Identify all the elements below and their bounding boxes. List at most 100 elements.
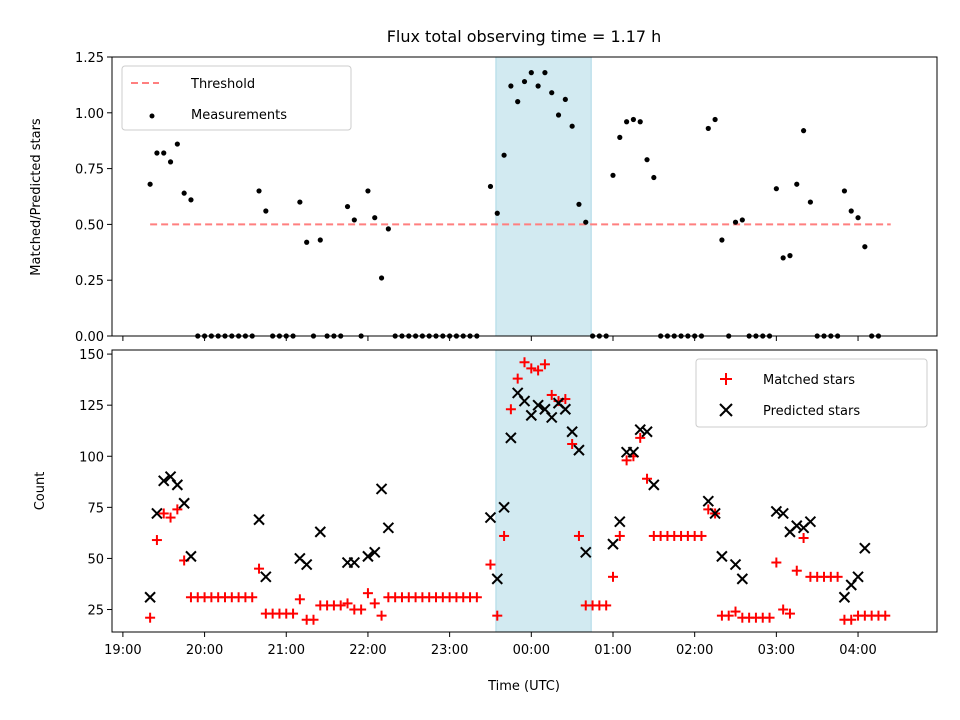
matched-star-point (308, 614, 319, 625)
matched-star-point (533, 365, 544, 376)
predicted-star-point (314, 526, 326, 538)
matched-star-point (791, 565, 802, 576)
predicted-star-point (382, 522, 395, 534)
measurement-point (501, 152, 507, 158)
chart-title: Flux total observing time = 1.17 h (387, 27, 662, 46)
matched-star-point (247, 592, 258, 603)
matched-star-point (512, 373, 523, 384)
measurement-point (562, 96, 568, 103)
predicted-star-point (178, 497, 190, 509)
measurement-point (528, 70, 534, 76)
predicted-star-point (525, 409, 538, 422)
predicted-star-point (559, 403, 572, 415)
bottom-legend-box (695, 358, 928, 428)
top-y-axis-label: Matched/Predicted stars (29, 118, 44, 276)
measurement-point (542, 70, 548, 76)
measurement-point (651, 174, 657, 181)
measurement-point (167, 159, 174, 165)
measurement-point (344, 203, 351, 210)
legend-measurements-label: Measurements (191, 108, 287, 123)
matched-star-point (376, 610, 387, 621)
top-legend: Threshold Measurements (121, 65, 352, 131)
matched-star-point (335, 600, 346, 611)
predicted-star-point (171, 479, 184, 491)
predicted-star-point (375, 483, 388, 495)
x-tick-label: 00:00 (513, 643, 550, 658)
predicted-star-point (518, 395, 531, 407)
predicted-star-point (484, 511, 497, 524)
matched-star-point (362, 588, 373, 599)
x-tick-label: 23:00 (431, 643, 468, 658)
matched-star-point (696, 530, 707, 541)
measurement-point (555, 112, 562, 118)
measurement-point (841, 188, 848, 194)
predicted-star-point (736, 573, 749, 585)
bot-y-tick-label: 100 (79, 450, 104, 465)
matched-star-point (172, 504, 183, 515)
predicted-star-point (144, 591, 156, 603)
predicted-star-point (151, 507, 163, 520)
bot-y-tick-label: 150 (79, 348, 104, 363)
matched-star-point (567, 439, 578, 449)
x-tick-label: 21:00 (268, 643, 305, 658)
predicted-star-point (546, 411, 558, 424)
matched-star-point (294, 594, 305, 605)
x-tick-label: 01:00 (594, 643, 631, 658)
measurement-point (800, 128, 807, 134)
predicted-star-point (498, 501, 510, 514)
legend-measurements-swatch (149, 113, 155, 119)
measurement-point (385, 226, 391, 232)
matched-star-point (499, 530, 510, 541)
predicted-star-point (852, 571, 864, 583)
predicted-star-point (641, 426, 653, 438)
matched-star-point (607, 571, 618, 582)
measurement-point (181, 190, 187, 196)
measurement-point (188, 197, 194, 203)
matched-star-point (621, 455, 632, 466)
predicted-star-point (362, 550, 374, 563)
matched-star-point (356, 604, 367, 615)
measurement-point (508, 83, 514, 89)
matched-star-point (771, 557, 782, 568)
matched-star-point (730, 606, 741, 617)
matched-star-point (288, 608, 299, 619)
measurement-point (535, 83, 541, 89)
predicted-star-point (607, 538, 619, 550)
measurement-point (161, 150, 167, 156)
top-legend-box (121, 65, 352, 131)
matched-star-point (764, 612, 775, 623)
bottom-panel: 25 50 75 100 125 150 19:00 20:00 21:00 22:00 23:0… (33, 348, 938, 694)
measurement-point (773, 186, 779, 192)
measurement-point (705, 125, 711, 132)
predicted-star-point (702, 495, 714, 507)
measurement-point (304, 239, 310, 245)
matched-star-point (784, 608, 795, 619)
predicted-star-point (369, 546, 381, 559)
matched-star-point (471, 592, 482, 603)
predicted-star-point (770, 505, 783, 518)
predicted-star-point (491, 573, 503, 585)
x-tick-label: 20:00 (186, 643, 223, 658)
measurement-point (624, 119, 630, 125)
matched-star-point (158, 508, 169, 519)
measurement-point (583, 219, 589, 225)
legend-predicted-swatch (719, 403, 733, 417)
predicted-star-point (791, 520, 803, 532)
legend-matched-swatch (720, 373, 732, 385)
bot-y-tick-label: 50 (87, 552, 104, 567)
measurement-point (372, 215, 378, 221)
measurement-point (174, 141, 180, 147)
x-tick-label: 04:00 (839, 643, 876, 658)
measurement-point (317, 237, 323, 243)
bottom-y-axis-label: Count (33, 472, 48, 511)
measurement-point (378, 275, 385, 281)
measurement-point (787, 253, 793, 259)
matched-star-point (151, 535, 162, 546)
top-y-tick-label: 0.00 (75, 330, 104, 345)
legend-predicted-label: Predicted stars (763, 404, 860, 419)
measurement-point (807, 199, 813, 205)
matched-star-point (798, 533, 809, 543)
matched-star-point (846, 614, 857, 625)
matched-star-point (723, 610, 734, 621)
matched-star-point (165, 512, 176, 523)
